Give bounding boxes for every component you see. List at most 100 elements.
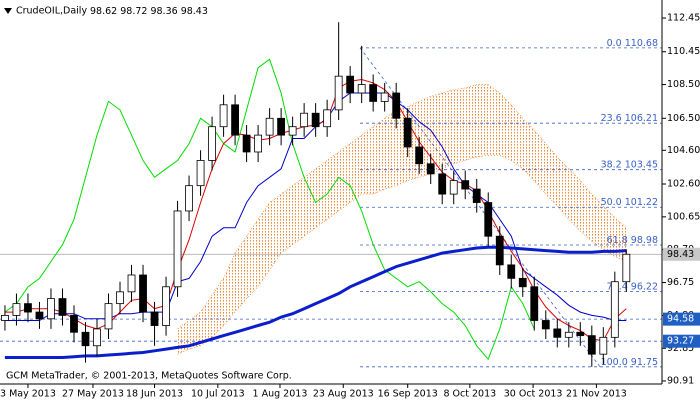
fib-ratio: 23.6 [601,113,622,124]
candle-body [162,286,170,326]
x-tick-label: 27 May 2013 [62,389,124,400]
fib-label: 61.8 98.98 [607,234,658,245]
x-tick-label: 21 Nov 2013 [566,389,627,400]
candle-body [415,146,424,165]
y-tick-label: 110.45 [667,46,700,57]
candle-body [369,84,378,102]
ichimoku-cloud [177,84,627,355]
candle-body [47,298,55,320]
plot-area: 0.0 110.68 23.6 106.21 38.2 103.45 50.0 101… [0,22,662,367]
x-tick-label: 18 Jun 2013 [126,389,183,400]
candle-body [518,277,527,288]
candle-body [93,328,101,347]
candle-body [300,112,309,128]
candle-body [599,336,608,355]
candle-body [334,75,343,111]
fib-price: 103.45 [625,159,658,170]
candle-body [564,331,573,338]
candle-body [196,160,205,187]
fib-price: 98.98 [631,234,658,245]
y-tick-label: 112.45 [667,13,700,24]
fib-price: 101.22 [625,197,658,208]
candle-body [380,92,389,102]
price-box [663,312,700,326]
y-tick-label: 90.91 [667,375,694,386]
fib-label: 50.0 101.22 [601,197,658,208]
candle-body [1,315,9,321]
candle-body [70,315,78,333]
candle-body [507,264,516,279]
cloud-span [177,84,627,330]
header-high: 98.72 [120,6,147,17]
candle-body [24,303,32,313]
indicator-line [4,245,627,359]
x-tick-label: 30 Oct 2013 [504,389,563,400]
candle-body [449,180,458,195]
header-open: 98.62 [90,6,117,17]
ohlc-header: 98.62 98.72 98.36 98.43 [90,6,208,17]
candle-body [219,104,228,128]
collapse-icon[interactable] [4,8,12,14]
x-tick-label: 10 Jul 2013 [191,389,245,400]
candle-body [587,335,596,355]
price-box-label: 94.58 [667,314,694,325]
candle-body [530,286,539,321]
price-box-label: 93.27 [667,336,694,347]
fib-price: 91.75 [631,356,658,367]
candle-body [116,291,124,305]
candle-body [185,185,193,212]
fib-label: 100.0 91.75 [601,356,658,367]
candle-body [254,134,263,153]
candle-body [610,281,619,338]
candle-body [323,109,332,128]
candle-body [208,126,216,161]
price-box-label: 98.43 [667,249,694,260]
candle-body [139,274,147,313]
candle-body [553,328,562,338]
fib-price: 110.68 [625,37,658,48]
candle-body [265,117,274,136]
candle-body [242,134,251,153]
candle-body [622,253,631,283]
y-tick-label: 96.75 [667,277,694,288]
symbol-title: CrudeOIL,Daily [16,6,87,17]
copyright: GCM MetaTrader, © 2001-2013, MetaQuotes … [6,371,292,382]
y-tick-label: 106.50 [667,113,700,124]
fib-label: 0.0 110.68 [607,37,658,48]
fib-ratio: 61.8 [607,234,628,245]
fib-label: 38.2 103.45 [601,159,658,170]
indicator-line [4,58,535,361]
candle-body [311,112,320,128]
candle-body [12,303,21,316]
candle-body [461,180,470,190]
x-tick-label: 8 Oct 2013 [443,389,496,400]
header-low: 98.36 [150,6,177,17]
candle-body [173,210,182,288]
y-tick-label: 92.85 [667,343,694,354]
fib-label: 23.6 106.21 [601,113,658,124]
header-close: 98.43 [181,6,208,17]
fib-ratio: 100.0 [601,356,628,367]
x-tick-label: 3 May 2013 [0,389,56,400]
y-tick-label: 102.60 [667,178,700,189]
y-tick-label: 104.60 [667,145,700,156]
y-tick-label: 108.50 [667,79,700,90]
candle-body [472,188,481,203]
candle-body [104,303,113,330]
x-tick-label: 16 Sep 2013 [378,389,438,400]
candle-body [392,92,401,119]
y-tick-label: 100.65 [667,211,700,222]
candle-body [541,320,550,330]
candle-body [576,331,585,337]
fib-price: 106.21 [625,113,658,124]
candle-body [150,311,159,326]
fib-ratio: 38.2 [601,159,622,170]
price-box [663,334,700,348]
x-tick-label: 1 Aug 2013 [253,389,308,400]
candle-body [346,75,355,94]
x-tick-label: 23 Aug 2013 [313,389,374,400]
candle-body [426,163,435,175]
candle-body [35,311,44,320]
candle-body [81,331,90,347]
